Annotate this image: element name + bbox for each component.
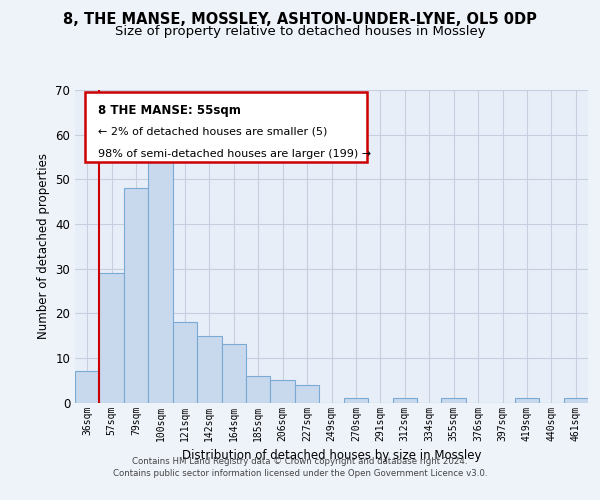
Text: Size of property relative to detached houses in Mossley: Size of property relative to detached ho… <box>115 25 485 38</box>
Bar <box>173 322 197 402</box>
Bar <box>124 188 148 402</box>
Bar <box>442 398 466 402</box>
Y-axis label: Number of detached properties: Number of detached properties <box>37 153 50 339</box>
Bar <box>246 376 271 402</box>
Bar <box>148 152 173 402</box>
Bar <box>515 398 539 402</box>
Bar <box>221 344 246 403</box>
X-axis label: Distribution of detached houses by size in Mossley: Distribution of detached houses by size … <box>182 449 481 462</box>
Text: 8 THE MANSE: 55sqm: 8 THE MANSE: 55sqm <box>98 104 241 117</box>
Bar <box>295 384 319 402</box>
Bar <box>197 336 221 402</box>
Bar <box>563 398 588 402</box>
Text: 8, THE MANSE, MOSSLEY, ASHTON-UNDER-LYNE, OL5 0DP: 8, THE MANSE, MOSSLEY, ASHTON-UNDER-LYNE… <box>63 12 537 28</box>
Bar <box>75 371 100 402</box>
FancyBboxPatch shape <box>85 92 367 162</box>
Bar <box>271 380 295 402</box>
Text: Contains HM Land Registry data © Crown copyright and database right 2024.: Contains HM Land Registry data © Crown c… <box>132 458 468 466</box>
Text: Contains public sector information licensed under the Open Government Licence v3: Contains public sector information licen… <box>113 468 487 477</box>
Bar <box>100 273 124 402</box>
Bar <box>344 398 368 402</box>
Bar <box>392 398 417 402</box>
Text: 98% of semi-detached houses are larger (199) →: 98% of semi-detached houses are larger (… <box>98 149 371 159</box>
Text: ← 2% of detached houses are smaller (5): ← 2% of detached houses are smaller (5) <box>98 126 328 136</box>
